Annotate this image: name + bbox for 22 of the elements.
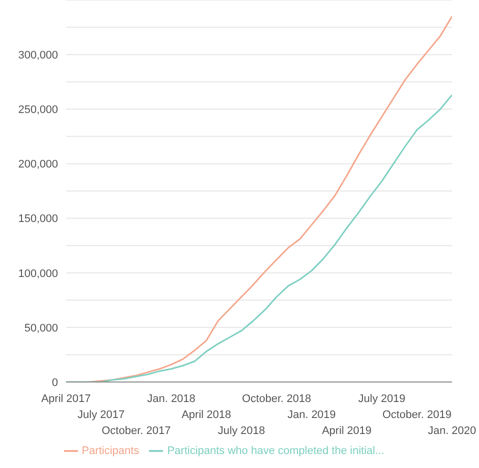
y-tick-label: 300,000 xyxy=(18,49,58,62)
y-tick-label: 150,000 xyxy=(18,213,58,226)
y-tick-label: 200,000 xyxy=(18,158,58,171)
x-tick-label: April 2019 xyxy=(322,425,372,437)
y-tick-label: 100,000 xyxy=(18,268,58,280)
x-tick-label: July 2018 xyxy=(218,425,265,437)
legend-label: Participants who have completed the initial... xyxy=(167,444,384,457)
x-tick-label: Jan. 2020 xyxy=(428,425,476,437)
y-tick-label: 250,000 xyxy=(18,104,58,116)
x-tick-label: April 2017 xyxy=(41,393,91,405)
x-tick-label: October. 2017 xyxy=(102,425,171,437)
x-tick-label: October. 2019 xyxy=(382,409,452,421)
x-tick-label: Jan. 2018 xyxy=(147,393,196,405)
x-tick-label: July 2017 xyxy=(78,409,125,421)
x-tick-label: April 2018 xyxy=(182,409,232,421)
x-tick-label: July 2019 xyxy=(358,393,406,405)
y-tick-label: 0 xyxy=(52,376,58,389)
x-tick-label: Jan. 2019 xyxy=(287,409,336,421)
legend-label: Participants xyxy=(82,444,140,457)
x-tick-label: October. 2018 xyxy=(242,393,312,405)
line-series xyxy=(88,16,452,382)
y-tick-label: 50,000 xyxy=(24,322,58,334)
